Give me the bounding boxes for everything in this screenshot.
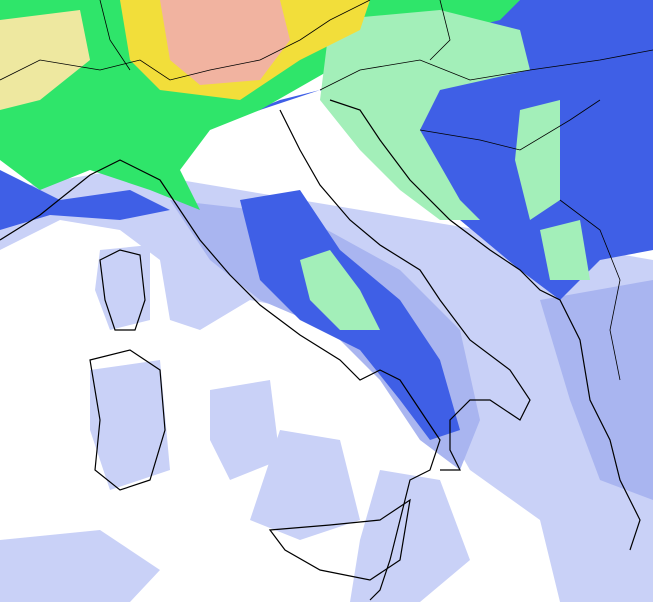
borders — [0, 0, 653, 381]
sicily — [268, 498, 411, 581]
light-blue-areas — [0, 170, 653, 602]
yellow-areas — [0, 0, 370, 110]
sardinia — [89, 349, 166, 491]
corsica — [99, 249, 146, 331]
coastlines — [0, 99, 641, 601]
light-green-areas — [300, 10, 590, 330]
